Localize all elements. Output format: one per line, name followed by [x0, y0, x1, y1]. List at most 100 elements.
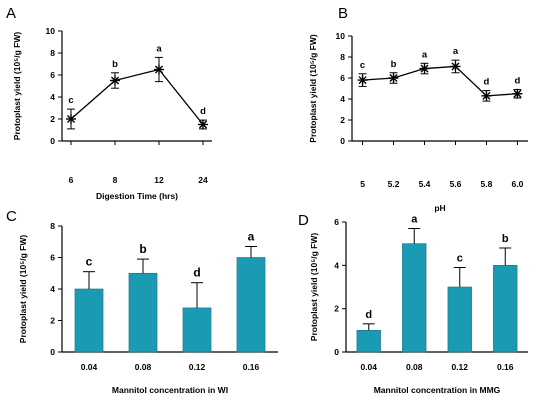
- series-line: [362, 65, 518, 97]
- panel-letter: C: [6, 208, 17, 225]
- y-tick-label: 6: [50, 70, 55, 80]
- x-tick-label: 5.8: [481, 179, 493, 189]
- x-tick-label: 5: [360, 179, 365, 189]
- data-point: [66, 114, 76, 124]
- data-point: [110, 75, 120, 86]
- significance-letter: d: [200, 106, 206, 117]
- bar: [236, 257, 266, 353]
- bar: [74, 288, 104, 353]
- significance-letter: b: [139, 242, 146, 256]
- significance-letter: c: [86, 255, 93, 269]
- x-axis-title: pH: [434, 203, 445, 213]
- y-axis-title: Protoplast yield (10⁵/g FW): [308, 34, 318, 143]
- y-axis-title: Protoplast yield (10⁵/g FW): [18, 235, 28, 344]
- y-tick-label: 6: [340, 73, 345, 83]
- y-tick-label: 2: [334, 304, 339, 314]
- significance-letter: a: [422, 49, 428, 60]
- data-point: [198, 119, 208, 130]
- star-stroke: [420, 64, 429, 73]
- bar: [356, 330, 381, 353]
- panel-letter: A: [6, 5, 16, 22]
- star-stroke: [110, 76, 120, 85]
- bar: [402, 243, 427, 353]
- significance-letter: a: [453, 46, 459, 57]
- y-tick-label: 6: [334, 217, 339, 227]
- significance-letter: c: [360, 60, 365, 71]
- star-stroke: [482, 91, 491, 100]
- significance-letter: d: [193, 266, 200, 280]
- x-tick-label: 6: [69, 175, 74, 185]
- x-tick-label: 5.2: [388, 179, 400, 189]
- star-stroke: [66, 114, 76, 124]
- significance-letter: d: [365, 309, 372, 321]
- y-tick-label: 4: [50, 284, 55, 294]
- bar: [447, 286, 472, 353]
- panel-letter: D: [298, 212, 309, 229]
- panel-d: D 0 2 4 6 0.04 0.08 0.12 0.16 Mannitol concentrat…: [298, 212, 528, 395]
- x-tick-label: 0.12: [451, 362, 468, 372]
- panel-c: C 0 2 4 6 8 0.04 0.08 0.12 0.16 Mannitol concentra…: [6, 208, 278, 395]
- y-axis-title: Protoplast yield (10⁵/g FW): [12, 32, 22, 141]
- panel-letter: B: [338, 5, 348, 22]
- bar: [128, 272, 158, 353]
- y-tick-label: 0: [50, 136, 55, 146]
- x-tick-label: 6.0: [512, 179, 524, 189]
- x-tick-label: 5.4: [419, 179, 431, 189]
- data-point: [450, 61, 461, 72]
- y-tick-label: 2: [50, 316, 55, 326]
- significance-letter: a: [248, 229, 255, 243]
- y-tick-label: 8: [50, 48, 55, 58]
- x-axis-title: Mannitol concentration in MMG: [374, 385, 501, 395]
- significance-letter: b: [112, 59, 118, 70]
- star-stroke: [389, 73, 398, 83]
- data-point: [419, 63, 430, 74]
- data-point: [481, 90, 492, 101]
- significance-letter: d: [484, 77, 490, 88]
- significance-letter: b: [502, 233, 509, 245]
- significance-letter: d: [515, 76, 521, 87]
- x-axis-title: Mannitol concentration in WI: [112, 385, 228, 395]
- x-tick-label: 12: [154, 175, 164, 185]
- y-tick-label: 8: [50, 221, 55, 231]
- data-point: [154, 64, 164, 75]
- x-tick-label: 0.12: [189, 362, 206, 372]
- x-tick-label: 0.04: [360, 362, 377, 372]
- y-tick-label: 2: [340, 115, 345, 125]
- significance-letter: a: [411, 214, 418, 226]
- x-axis-title: Digestion Time (hrs): [96, 191, 178, 201]
- x-tick-label: 24: [198, 175, 208, 185]
- star-stroke: [513, 89, 522, 98]
- x-tick-label: 0.16: [243, 362, 260, 372]
- significance-letter: c: [68, 95, 73, 106]
- x-tick-label: 0.08: [135, 362, 152, 372]
- star-stroke: [451, 62, 460, 71]
- y-tick-label: 4: [50, 92, 55, 102]
- y-tick-label: 6: [50, 253, 55, 263]
- bar: [493, 265, 518, 353]
- y-tick-label: 4: [334, 260, 339, 270]
- x-tick-label: 0.16: [497, 362, 514, 372]
- y-tick-label: 4: [340, 94, 345, 104]
- y-tick-label: 0: [334, 347, 339, 357]
- x-tick-label: 0.04: [81, 362, 98, 372]
- significance-letter: b: [391, 59, 397, 70]
- significance-letter: a: [156, 43, 162, 54]
- star-stroke: [154, 65, 164, 74]
- x-tick-label: 5.6: [450, 179, 462, 189]
- y-tick-label: 10: [336, 31, 346, 41]
- bar: [182, 307, 212, 353]
- y-tick-label: 0: [50, 347, 55, 357]
- y-axis-title: Protoplast yield (10⁵/g FW): [309, 233, 319, 342]
- y-tick-label: 8: [340, 52, 345, 62]
- y-tick-label: 0: [340, 136, 345, 146]
- data-point: [357, 75, 368, 86]
- data-point: [388, 73, 399, 83]
- significance-letter: c: [457, 253, 463, 265]
- star-stroke: [358, 76, 367, 85]
- x-tick-label: 0.08: [406, 362, 423, 372]
- y-tick-label: 2: [50, 114, 55, 124]
- series-line: [70, 68, 204, 125]
- star-stroke: [198, 120, 208, 129]
